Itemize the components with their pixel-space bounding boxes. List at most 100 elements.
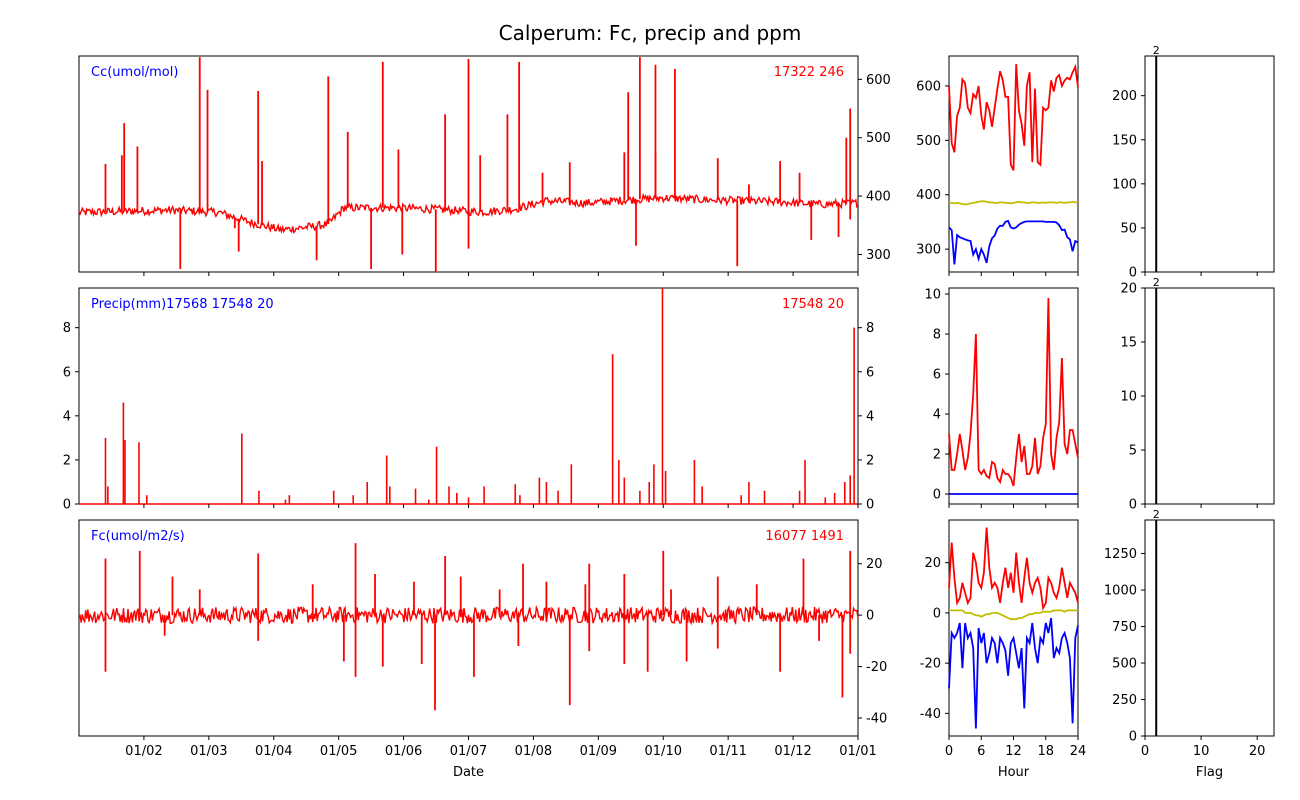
flag-y-tick-label: 750 (1112, 620, 1137, 635)
hourly-tick-label: 500 (916, 134, 941, 149)
hourly-max-line (948, 527, 1079, 611)
hourly-max-line (948, 63, 1079, 171)
right-axis-tick-label: 400 (866, 190, 891, 205)
date-tick-label: 01/03 (190, 744, 227, 759)
hourly-tick-label: 400 (916, 188, 941, 203)
date-tick-label: 01/06 (385, 744, 422, 759)
hour-tick-label: 6 (977, 744, 985, 759)
left-axis-tick-label: 6 (63, 365, 71, 380)
flag-y-tick-label: 1000 (1104, 584, 1137, 599)
date-tick-label: 01/08 (515, 744, 552, 759)
date-tick-label: 01/01 (839, 744, 876, 759)
flag-x-tick-label: 20 (1249, 744, 1266, 759)
right-axis-tick-label: -40 (866, 712, 887, 727)
plots-container: Cc(umol/mol) 17322 2463004005006003004005… (63, 44, 1275, 780)
flag-axis-label: Flag (1196, 765, 1223, 780)
date-tick-label: 01/02 (125, 744, 162, 759)
date-tick-label: 01/05 (320, 744, 357, 759)
hourly-mean-line (948, 200, 1078, 206)
hourly-axes-frame (948, 287, 1079, 505)
right-axis-tick-label: 6 (866, 365, 874, 380)
hourly-tick-label: -20 (920, 657, 941, 672)
hourly-tick-label: -40 (920, 707, 941, 722)
hourly-min-line (948, 617, 1079, 729)
flag-y-tick-label: 150 (1112, 133, 1137, 148)
left-axis-tick-label: 0 (63, 498, 71, 513)
row-cc_series: Cc(umol/mol) 17322 2463004005006003004005… (78, 44, 1275, 281)
hourly-tick-label: 2 (933, 448, 941, 463)
flag-y-tick-label: 100 (1112, 177, 1137, 192)
date-tick-label: 01/10 (645, 744, 682, 759)
right-axis-tick-label: 500 (866, 131, 891, 146)
main-series-line (78, 604, 859, 626)
hourly-tick-label: 10 (924, 288, 941, 303)
hour-tick-label: 0 (945, 744, 953, 759)
date-tick-label: 01/07 (450, 744, 487, 759)
flag-bar-label: 2 (1153, 276, 1160, 289)
flag-y-tick-label: 200 (1112, 89, 1137, 104)
date-axis-label: Date (453, 765, 484, 780)
series-stats: 16077 1491 (765, 529, 844, 544)
flag-y-tick-label: 1250 (1104, 547, 1137, 562)
hourly-tick-label: 8 (933, 328, 941, 343)
flag-y-tick-label: 250 (1112, 693, 1137, 708)
hourly-tick-label: 6 (933, 368, 941, 383)
hourly-tick-label: 0 (933, 488, 941, 503)
hour-axis-label: Hour (998, 765, 1030, 780)
flag-y-tick-label: 5 (1129, 444, 1137, 459)
flag-axes-frame (1144, 519, 1275, 737)
figure-title: Calperum: Fc, precip and ppm (499, 21, 802, 45)
left-axis-tick-label: 8 (63, 321, 71, 336)
flag-bar-label: 2 (1153, 44, 1160, 57)
flag-axes-frame (1144, 55, 1275, 273)
hour-tick-label: 24 (1070, 744, 1087, 759)
flag-bar-label: 2 (1153, 508, 1160, 521)
date-tick-label: 01/12 (774, 744, 811, 759)
left-axis-tick-label: 2 (63, 453, 71, 468)
flag-y-tick-label: 0 (1129, 266, 1137, 281)
hourly-tick-label: 0 (933, 606, 941, 621)
flag-y-tick-label: 10 (1120, 390, 1137, 405)
series-stats: 17548 20 (782, 297, 844, 312)
flag-y-tick-label: 50 (1120, 221, 1137, 236)
right-axis-tick-label: 300 (866, 248, 891, 263)
right-axis-tick-label: 2 (866, 453, 874, 468)
flag-axes-frame (1144, 287, 1275, 505)
series-label: Cc(umol/mol) (91, 65, 178, 80)
hourly-tick-label: 300 (916, 243, 941, 258)
flag-x-tick-label: 10 (1193, 744, 1210, 759)
row-precip_series: Precip(mm)17568 17548 20 17548 20 0 2 4 6 8 0 2 4… (63, 276, 1275, 513)
left-axis-tick-label: 4 (63, 409, 71, 424)
hourly-axes-frame (948, 519, 1079, 737)
main-axes-frame (78, 287, 859, 505)
flag-y-tick-label: 0 (1129, 498, 1137, 513)
flag-y-tick-label: 500 (1112, 657, 1137, 672)
hourly-tick-label: 20 (924, 556, 941, 571)
flag-x-tick-label: 0 (1141, 744, 1149, 759)
hourly-mean-line (949, 609, 1078, 621)
main-axes-frame (78, 519, 859, 737)
date-tick-label: 01/09 (580, 744, 617, 759)
hourly-min-line (948, 219, 1079, 265)
series-stats: 17322 246 (774, 65, 844, 80)
hour-tick-label: 12 (1005, 744, 1022, 759)
right-axis-tick-label: 600 (866, 73, 891, 88)
flag-y-tick-label: 0 (1129, 730, 1137, 745)
series-label: Precip(mm)17568 17548 20 (91, 297, 274, 312)
right-axis-tick-label: 0 (866, 609, 874, 624)
hourly-tick-label: 600 (916, 79, 941, 94)
right-axis-tick-label: 4 (866, 409, 874, 424)
hour-tick-label: 18 (1037, 744, 1054, 759)
hourly-max-line (948, 297, 1079, 487)
right-axis-tick-label: 8 (866, 321, 874, 336)
date-tick-label: 01/11 (709, 744, 746, 759)
series-label: Fc(umol/m2/s) (91, 529, 185, 544)
date-tick-label: 01/04 (255, 744, 292, 759)
flag-y-tick-label: 15 (1120, 336, 1137, 351)
right-axis-tick-label: 20 (866, 557, 883, 572)
right-axis-tick-label: 0 (866, 498, 874, 513)
hourly-tick-label: 4 (933, 408, 941, 423)
flag-y-tick-label: 20 (1120, 282, 1137, 297)
